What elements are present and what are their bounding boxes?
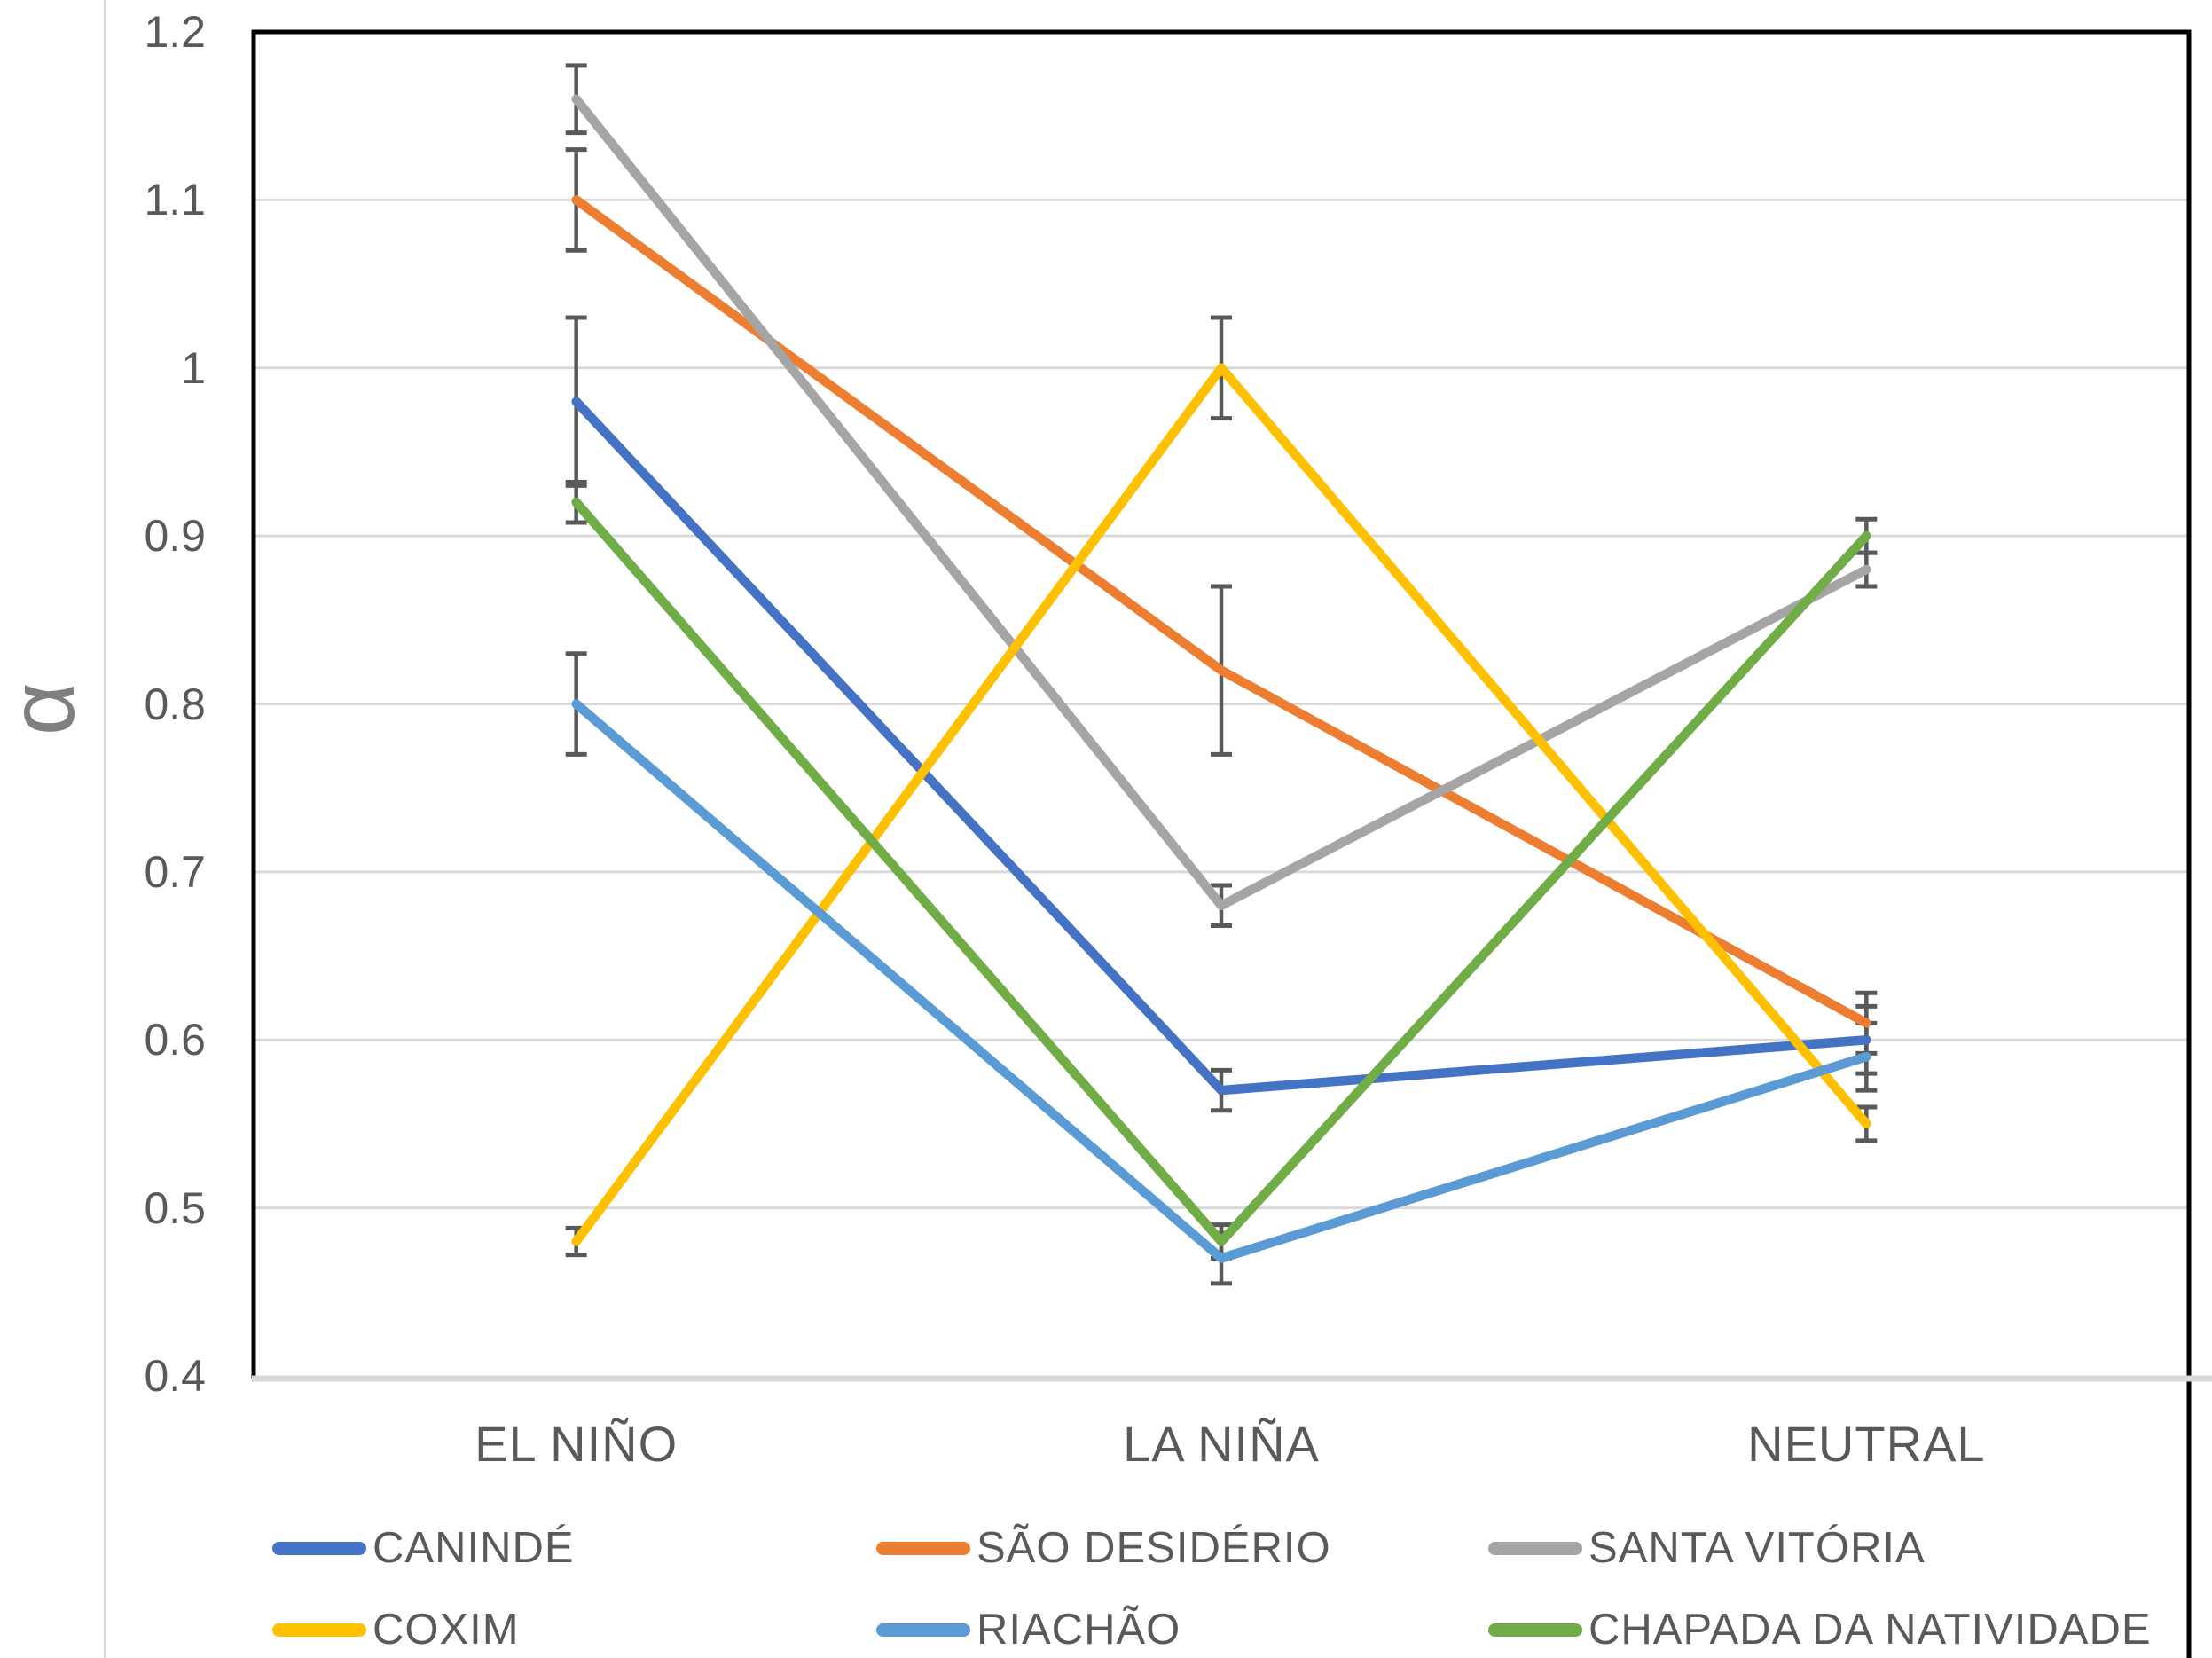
legend-marker-icon (272, 1541, 366, 1555)
series-line-0 (571, 397, 1871, 1096)
y-tick-label: 0.4 (144, 1351, 206, 1401)
legend-marker-icon (1488, 1541, 1582, 1555)
x-category-label: EL NIÑO (475, 1416, 679, 1472)
y-tick-label: 0.5 (144, 1183, 206, 1233)
x-category-label: NEUTRAL (1747, 1416, 1986, 1472)
series-line-2 (571, 94, 1871, 910)
legend-label: SÃO DESIDÉRIO (977, 1524, 1331, 1572)
legend-label: COXIM (373, 1606, 520, 1654)
y-tick-label: 0.6 (144, 1015, 206, 1065)
legend-label: CANINDÉ (373, 1524, 575, 1572)
legend-marker-icon (1488, 1623, 1582, 1637)
y-tick-label: 0.8 (144, 679, 206, 729)
legend-item: CANINDÉ (272, 1523, 575, 1573)
legend-label: SANTA VITÓRIA (1588, 1524, 1926, 1572)
legend-marker-icon (876, 1623, 970, 1637)
y-tick-label: 0.7 (144, 846, 206, 897)
series-line-1 (571, 195, 1871, 1028)
legend-item: SÃO DESIDÉRIO (876, 1523, 1331, 1573)
page-edge-divider (104, 0, 106, 1658)
y-tick-label: 1.2 (144, 7, 206, 57)
legend-label: CHAPADA DA NATIVIDADE (1588, 1606, 2152, 1654)
legend-label: RIACHÃO (977, 1606, 1181, 1654)
series-line-3 (571, 363, 1871, 1246)
x-category-label: LA NIÑA (1123, 1416, 1320, 1472)
legend-marker-icon (876, 1541, 970, 1555)
y-tick-label: 1 (181, 342, 206, 393)
y-tick-label: 1.1 (144, 175, 206, 225)
legend-item: RIACHÃO (876, 1605, 1181, 1654)
legend-item: COXIM (272, 1605, 520, 1654)
legend-item: SANTA VITÓRIA (1488, 1523, 1926, 1573)
series-line-5 (571, 498, 1871, 1246)
legend-marker-icon (272, 1623, 366, 1637)
series-line-4 (571, 699, 1871, 1263)
legend-item: CHAPADA DA NATIVIDADE (1488, 1605, 2152, 1654)
y-tick-label: 0.9 (144, 511, 206, 562)
